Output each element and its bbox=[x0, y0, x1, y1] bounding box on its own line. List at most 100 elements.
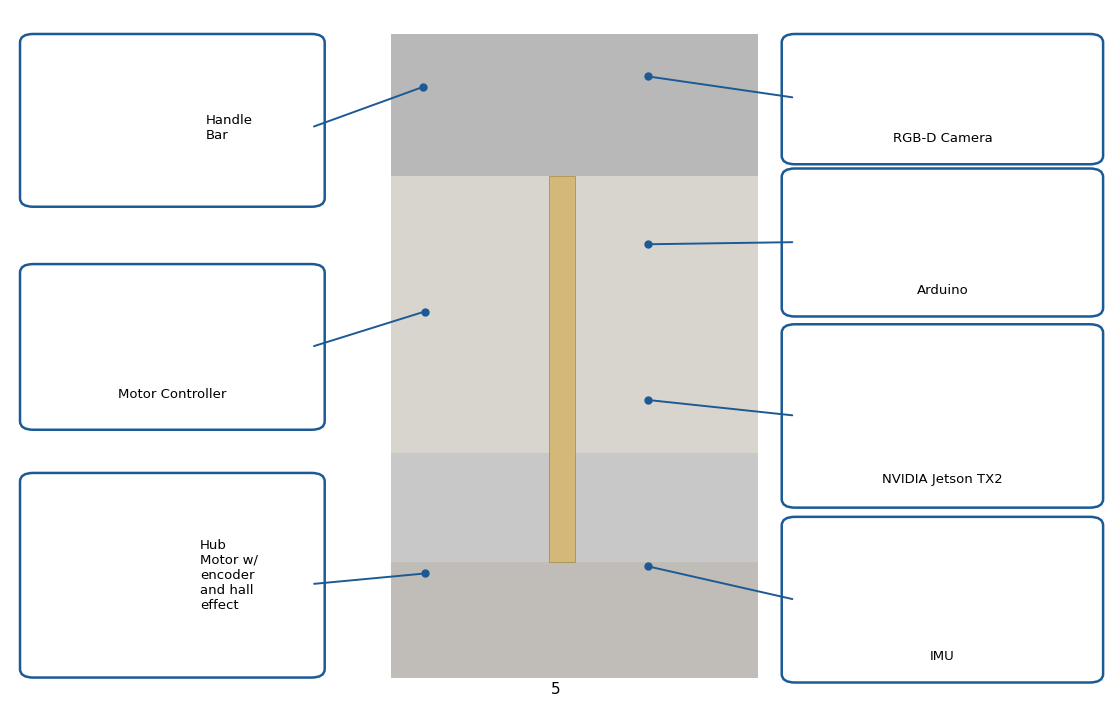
FancyBboxPatch shape bbox=[814, 197, 1060, 268]
Circle shape bbox=[963, 257, 973, 263]
Text: IMU: IMU bbox=[930, 650, 955, 663]
FancyBboxPatch shape bbox=[391, 176, 758, 453]
FancyBboxPatch shape bbox=[866, 383, 884, 390]
Circle shape bbox=[868, 198, 878, 205]
FancyBboxPatch shape bbox=[807, 186, 1078, 275]
FancyBboxPatch shape bbox=[42, 500, 198, 654]
FancyBboxPatch shape bbox=[782, 324, 1103, 508]
FancyBboxPatch shape bbox=[807, 344, 1078, 457]
Circle shape bbox=[1013, 85, 1034, 99]
Circle shape bbox=[886, 198, 896, 205]
FancyBboxPatch shape bbox=[884, 394, 902, 401]
Circle shape bbox=[882, 257, 892, 263]
Text: RGB-D Camera: RGB-D Camera bbox=[893, 132, 992, 145]
Circle shape bbox=[51, 539, 162, 610]
Circle shape bbox=[1005, 612, 1026, 626]
Polygon shape bbox=[75, 574, 107, 588]
Circle shape bbox=[867, 216, 882, 224]
FancyBboxPatch shape bbox=[42, 287, 198, 409]
Circle shape bbox=[851, 198, 861, 205]
FancyBboxPatch shape bbox=[813, 358, 1061, 454]
Circle shape bbox=[984, 257, 993, 263]
FancyBboxPatch shape bbox=[808, 63, 1071, 119]
FancyBboxPatch shape bbox=[20, 264, 325, 430]
Circle shape bbox=[172, 381, 185, 389]
FancyBboxPatch shape bbox=[887, 389, 905, 396]
Circle shape bbox=[97, 568, 117, 581]
Circle shape bbox=[937, 75, 991, 109]
FancyBboxPatch shape bbox=[44, 86, 171, 164]
FancyBboxPatch shape bbox=[42, 58, 198, 185]
Circle shape bbox=[902, 257, 912, 263]
Circle shape bbox=[974, 198, 984, 205]
FancyBboxPatch shape bbox=[861, 556, 888, 564]
FancyBboxPatch shape bbox=[391, 34, 758, 678]
Polygon shape bbox=[107, 559, 139, 574]
Circle shape bbox=[41, 532, 172, 616]
Circle shape bbox=[947, 81, 981, 103]
Text: Motor Controller: Motor Controller bbox=[118, 388, 227, 401]
Circle shape bbox=[862, 257, 872, 263]
FancyBboxPatch shape bbox=[807, 536, 1078, 637]
Circle shape bbox=[923, 257, 932, 263]
FancyBboxPatch shape bbox=[910, 556, 937, 564]
Circle shape bbox=[921, 198, 931, 205]
Circle shape bbox=[172, 357, 185, 365]
FancyBboxPatch shape bbox=[20, 473, 325, 678]
FancyBboxPatch shape bbox=[866, 394, 884, 401]
Circle shape bbox=[1005, 551, 1026, 565]
FancyBboxPatch shape bbox=[929, 222, 1010, 253]
FancyBboxPatch shape bbox=[863, 389, 881, 396]
FancyBboxPatch shape bbox=[46, 297, 190, 401]
Circle shape bbox=[880, 390, 886, 395]
Circle shape bbox=[943, 257, 953, 263]
FancyBboxPatch shape bbox=[148, 109, 160, 141]
Polygon shape bbox=[107, 574, 138, 592]
FancyBboxPatch shape bbox=[817, 219, 851, 244]
FancyBboxPatch shape bbox=[391, 34, 758, 176]
FancyBboxPatch shape bbox=[111, 312, 179, 395]
FancyBboxPatch shape bbox=[1002, 377, 1043, 394]
FancyBboxPatch shape bbox=[842, 550, 1030, 628]
Circle shape bbox=[939, 198, 949, 205]
Circle shape bbox=[845, 551, 866, 565]
Circle shape bbox=[1010, 198, 1019, 205]
FancyBboxPatch shape bbox=[549, 176, 575, 562]
Text: ∞: ∞ bbox=[966, 224, 973, 234]
Circle shape bbox=[904, 198, 913, 205]
Polygon shape bbox=[76, 556, 107, 574]
Circle shape bbox=[845, 612, 866, 626]
Circle shape bbox=[857, 377, 907, 409]
FancyBboxPatch shape bbox=[782, 34, 1103, 164]
FancyBboxPatch shape bbox=[896, 572, 972, 605]
Circle shape bbox=[855, 75, 910, 109]
FancyBboxPatch shape bbox=[875, 381, 893, 388]
Circle shape bbox=[866, 81, 898, 103]
FancyBboxPatch shape bbox=[825, 365, 967, 420]
FancyBboxPatch shape bbox=[105, 510, 109, 574]
FancyBboxPatch shape bbox=[807, 50, 1078, 127]
Circle shape bbox=[1004, 257, 1014, 263]
Polygon shape bbox=[99, 554, 123, 574]
Circle shape bbox=[943, 212, 996, 246]
Text: Arduino: Arduino bbox=[916, 285, 969, 297]
Text: 5: 5 bbox=[552, 683, 560, 697]
FancyBboxPatch shape bbox=[884, 383, 902, 390]
Circle shape bbox=[956, 198, 966, 205]
Polygon shape bbox=[91, 574, 116, 594]
FancyBboxPatch shape bbox=[1002, 427, 1043, 444]
FancyBboxPatch shape bbox=[782, 517, 1103, 683]
FancyBboxPatch shape bbox=[875, 396, 893, 404]
Text: Handle
Bar: Handle Bar bbox=[206, 114, 252, 142]
FancyBboxPatch shape bbox=[158, 93, 193, 157]
FancyBboxPatch shape bbox=[782, 169, 1103, 316]
Text: NVIDIA Jetson TX2: NVIDIA Jetson TX2 bbox=[882, 473, 1003, 486]
Text: Hub
Motor w/
encoder
and hall
effect: Hub Motor w/ encoder and hall effect bbox=[200, 539, 258, 612]
FancyBboxPatch shape bbox=[391, 562, 758, 678]
FancyBboxPatch shape bbox=[20, 34, 325, 207]
Circle shape bbox=[172, 332, 185, 340]
FancyBboxPatch shape bbox=[1002, 402, 1043, 419]
Circle shape bbox=[992, 198, 1002, 205]
FancyBboxPatch shape bbox=[959, 556, 986, 564]
FancyBboxPatch shape bbox=[58, 336, 76, 355]
